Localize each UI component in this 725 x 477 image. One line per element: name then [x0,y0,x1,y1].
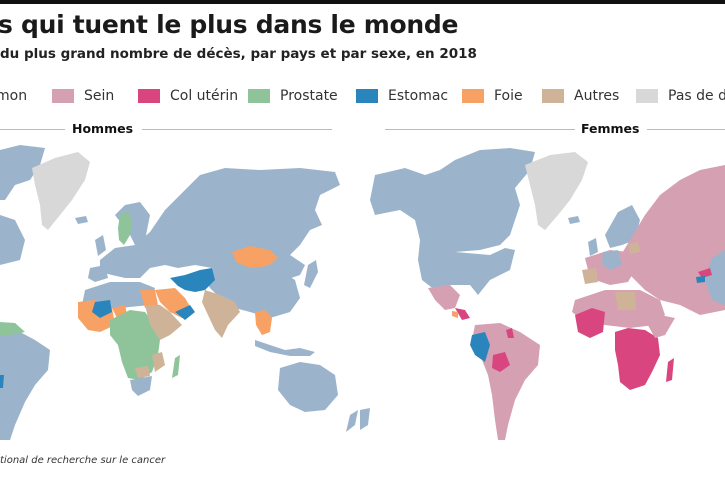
region-belarus [628,242,640,254]
region-iceland [75,216,88,224]
region-madagascar [666,358,674,382]
legend-item-col-uterin: Col utérin [138,86,238,106]
swatch-prostate [248,89,270,103]
region-indonesia [255,340,315,356]
region-venezuela-guianas [0,322,25,335]
region-tajikistan [696,276,705,283]
legend-item-foie: Foie [462,86,523,106]
region-usa [418,240,515,295]
region-russia-europe [100,168,340,290]
region-guatemala [452,311,458,318]
region-greenland [525,152,588,230]
region-australia [278,362,338,412]
page-title: s qui tuent le plus dans le monde [0,10,459,39]
divider [647,129,725,130]
map-women [360,148,725,440]
region-canada-alaska [370,148,535,252]
legend-label: Prostate [280,88,338,104]
region-new-zealand [360,408,370,430]
region-horn-of-africa [645,315,675,338]
legend-label: Sein [84,88,115,104]
divider [0,129,65,130]
legend-label: Col utérin [170,88,239,104]
region-uk [588,238,598,256]
region-mexico [428,285,460,310]
legend-label: Autres [574,88,620,104]
legend-label: Estomac [388,88,449,104]
region-mozambique [152,352,165,372]
legend-item-sein: Sein [52,86,114,106]
region-scandinavia [605,205,640,248]
region-spain [582,268,598,284]
region-iberia [88,265,108,282]
map-men [0,145,358,440]
region-south-america [472,323,540,440]
legend-label: Foie [494,88,523,104]
panel-label-men: Hommes [68,121,138,136]
region-botswana [135,366,150,378]
region-north-america [0,215,25,265]
region-kyrgyzstan [698,268,712,278]
region-mali [92,300,112,318]
region-uk [95,235,106,256]
region-south-africa [130,376,152,396]
source-note: tional de recherche sur le cancer [0,455,166,466]
legend-item-prostate: Prostate [248,86,338,106]
swatch-sein [52,89,74,103]
region-madagascar [172,355,180,378]
page-subtitle: du plus grand nombre de décès, par pays … [0,46,477,62]
region-iceland [568,216,580,224]
region-west-africa [78,300,115,332]
region-sub-saharan-africa [615,328,660,390]
legend: mon Sein Col utérin Prostate Estomac Foi… [0,86,725,106]
region-libya [615,292,636,310]
region-peru-ecuador [470,332,490,362]
region-chile [0,375,4,388]
region-central-america [455,308,470,320]
panel-header-women: Femmes [385,121,725,137]
region-west-africa [575,308,605,338]
legend-item-no-data: Pas de do [636,86,725,106]
region-greenland [32,152,90,230]
region-east-africa [145,305,182,340]
region-bolivia [492,352,510,372]
region-guyana [506,328,514,338]
region-china [705,250,725,305]
region-canada [0,145,45,200]
region-iran-afghanistan [170,268,215,292]
region-sweden [118,210,132,245]
region-yemen-oman [175,305,195,320]
region-new-zealand [346,410,358,432]
legend-label: mon [0,88,28,104]
legend-item-poumon: mon [0,86,27,106]
divider [385,129,575,130]
top-border [0,0,725,4]
swatch-autres [542,89,564,103]
panel-label-women: Femmes [577,121,644,136]
panel-header-men: Hommes [0,121,340,137]
divider [142,129,332,130]
region-china [200,265,300,318]
region-central-europe [602,250,622,270]
swatch-estomac [356,89,378,103]
legend-label: Pas de do [668,88,725,104]
region-mongolia [232,246,278,268]
legend-item-autres: Autres [542,86,619,106]
region-japan [304,260,318,288]
legend-item-estomac: Estomac [356,86,448,106]
region-se-asia [255,310,272,335]
region-south-america [0,330,50,440]
region-central-africa [110,310,160,380]
swatch-no-data [636,89,658,103]
swatch-foie [462,89,484,103]
region-india [202,290,240,338]
swatch-col-uterin [138,89,160,103]
region-egypt [140,290,158,308]
